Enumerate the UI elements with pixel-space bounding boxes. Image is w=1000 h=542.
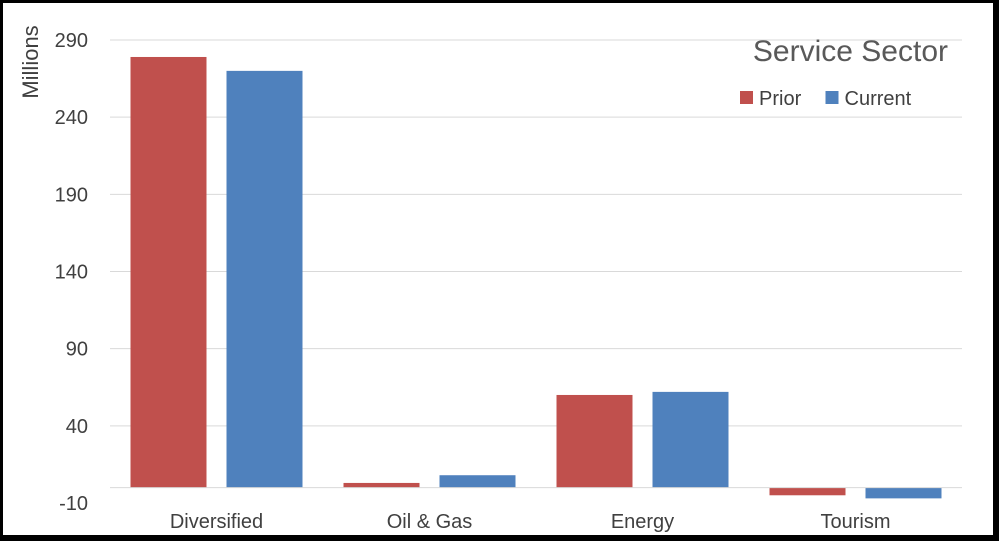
- bar-prior-energy: [556, 394, 633, 488]
- chart-title: Service Sector: [753, 35, 948, 68]
- x-axis-categories: Diversified Oil & Gas Energy Tourism: [170, 511, 891, 533]
- bar-prior-diversified: [130, 56, 207, 488]
- y-tick-label: 140: [55, 262, 88, 284]
- bar-prior-tourism: [769, 487, 846, 496]
- y-axis-ticks: 290 240 190 140 90 40 -10: [55, 30, 88, 515]
- y-tick-label: 290: [55, 30, 88, 52]
- legend-swatch-prior: [740, 91, 753, 104]
- x-category-label: Energy: [611, 511, 674, 533]
- y-tick-label: 90: [66, 339, 88, 361]
- x-category-label: Oil & Gas: [387, 511, 473, 533]
- bar-current-oil-gas: [439, 475, 516, 488]
- y-tick-label: 40: [66, 416, 88, 438]
- bar-prior-oil-gas: [343, 482, 420, 488]
- x-category-label: Tourism: [820, 511, 890, 533]
- legend-label-prior: Prior: [759, 88, 802, 110]
- bar-current-tourism: [865, 487, 942, 499]
- bar-current-diversified: [226, 70, 303, 488]
- y-tick-label: -10: [59, 493, 88, 515]
- x-category-label: Diversified: [170, 511, 263, 533]
- legend-label-current: Current: [845, 88, 912, 110]
- y-axis-label: Millions: [18, 25, 43, 98]
- bars: [130, 56, 942, 499]
- legend-swatch-current: [825, 91, 839, 104]
- legend: Prior Current: [740, 88, 912, 110]
- bar-current-energy: [652, 391, 729, 488]
- y-tick-label: 240: [55, 107, 88, 129]
- y-tick-label: 190: [55, 184, 88, 206]
